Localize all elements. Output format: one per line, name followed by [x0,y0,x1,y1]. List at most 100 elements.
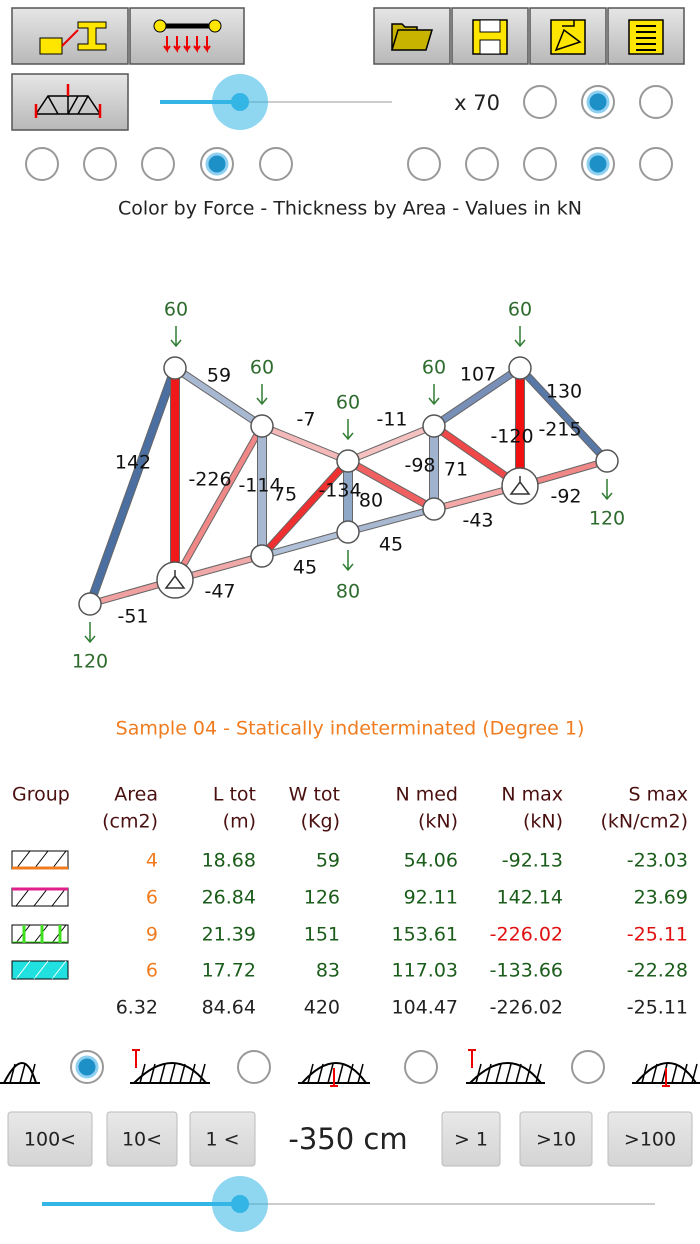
member-force: 130 [546,381,582,403]
column-header: (kN) [418,811,458,833]
load-arrow [428,384,440,406]
radio-ring [465,147,499,181]
icon [505,1063,512,1084]
table-cell: 126 [304,887,340,909]
radio-button[interactable] [523,147,557,181]
truss-type-icon[interactable] [130,1049,210,1084]
node [595,449,619,473]
icon [468,1049,476,1068]
structure-button[interactable] [11,73,129,131]
member [261,423,349,464]
radio-button[interactable] [581,147,615,181]
table-cell: 117.03 [392,960,458,982]
step-button[interactable]: 10< [106,1111,178,1167]
load-value: 120 [589,508,625,530]
total-cell: 420 [304,997,340,1019]
button-bg [373,7,451,65]
table-cell: -22.28 [627,960,688,982]
icon [34,95,102,115]
position-slider[interactable] [42,1176,655,1232]
column-header: W tot [289,784,340,806]
button-bg [106,1111,178,1167]
icon [199,1063,206,1084]
button-label: 100< [24,1129,76,1151]
truss-type-icon[interactable] [0,1062,40,1084]
button-bg [7,1111,93,1167]
button-bg [189,1111,256,1167]
load-value: 120 [72,651,108,673]
member-force: 45 [379,534,403,556]
step-button[interactable]: >10 [519,1111,593,1167]
section-button[interactable] [11,7,129,65]
icon [159,1063,166,1084]
radio-button[interactable] [465,147,499,181]
button-label: > 1 [454,1129,488,1151]
table-cell: 59 [316,850,340,872]
group-icon-line [15,850,31,870]
scale-slider[interactable] [160,74,392,130]
icon [149,1063,156,1084]
column-header: (Kg) [301,811,340,833]
load-value: 60 [250,357,274,379]
radio-button[interactable] [407,147,441,181]
load-value: 60 [508,299,532,321]
member [347,506,435,535]
radio-ring [237,1050,271,1084]
column-header: (cm2) [102,811,158,833]
radio-ring [571,1050,605,1084]
member [86,366,179,606]
table-cell: -226.02 [490,924,563,946]
open-button[interactable] [373,7,451,65]
member [172,424,265,582]
radio-button[interactable] [70,1050,104,1084]
step-button[interactable]: >100 [607,1111,693,1167]
radio-button[interactable] [639,147,673,181]
save-button[interactable] [451,7,529,65]
radio-button[interactable] [581,85,615,119]
icon [39,37,63,55]
member-force: -215 [538,419,581,441]
table-cell: 18.68 [202,850,256,872]
truss-type-icon[interactable] [632,1062,700,1087]
icon [475,1063,482,1084]
radio-button[interactable] [200,147,234,181]
icon [671,1063,678,1084]
stepper-value: -350 cm [288,1122,407,1156]
truss-type-icon[interactable] [466,1049,545,1084]
group-icon-line [51,960,67,980]
radio-button[interactable] [639,85,673,119]
table-cell: -25.11 [627,924,688,946]
radio-button[interactable] [571,1050,605,1084]
icon [330,1068,338,1087]
report-button[interactable] [607,7,685,65]
radio-button[interactable] [141,147,175,181]
icon [77,21,107,51]
step-button[interactable]: > 1 [441,1111,501,1167]
node [250,544,274,568]
icon [132,1049,140,1068]
radio-button[interactable] [404,1050,438,1084]
icon [193,36,201,53]
radio-ring [639,147,673,181]
total-cell: -25.11 [627,997,688,1019]
load-arrow [342,419,354,441]
truss-type-icon[interactable] [298,1062,370,1087]
radio-button[interactable] [83,147,117,181]
edit-button[interactable] [529,7,607,65]
member-force: 71 [444,459,468,481]
slider-thumb [231,93,249,111]
button-label: >100 [624,1129,676,1151]
member [346,458,436,512]
group-icon-line [33,850,49,870]
radio-button[interactable] [25,147,59,181]
radio-button[interactable] [237,1050,271,1084]
radio-button[interactable] [259,147,293,181]
step-button[interactable]: 100< [7,1111,93,1167]
radio-button[interactable] [523,85,557,119]
node [422,414,446,438]
table-cell: 92.11 [404,887,458,909]
step-button[interactable]: 1 < [189,1111,256,1167]
load-button[interactable] [129,7,245,65]
